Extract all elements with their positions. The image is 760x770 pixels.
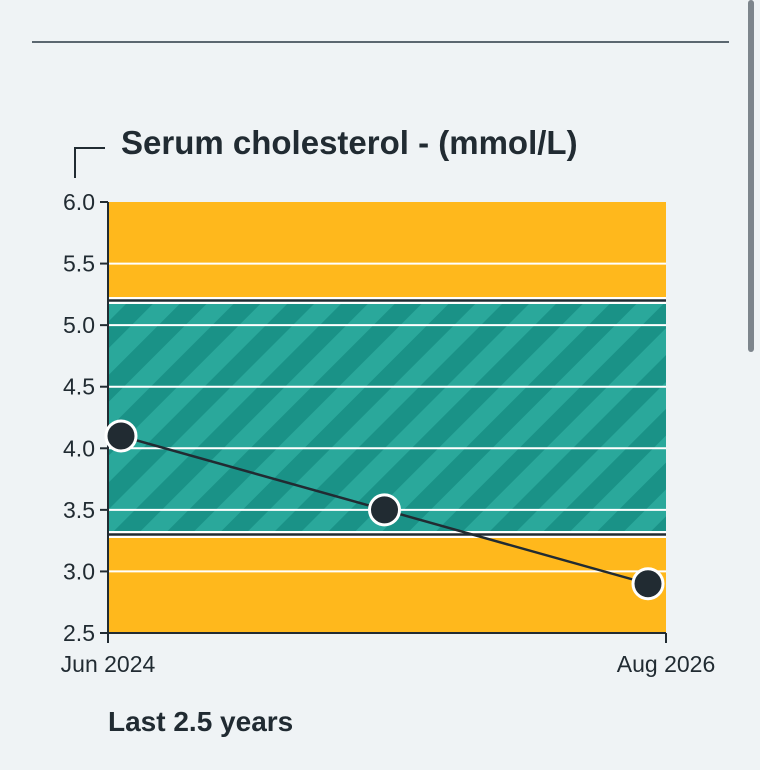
band-below-range [108,534,666,633]
data-point [631,567,665,601]
chart: 6.0 5.5 5.0 4.5 4.0 3.5 3.0 2.5 Jun 2024 Aug 2026 [61,147,715,677]
chart-title: Serum cholesterol - (mmol/L) [121,124,578,161]
y-tick-label: 3.0 [63,558,95,584]
data-point [368,493,401,527]
period-label: Last 2.5 years [108,706,294,737]
y-tick-label: 5.0 [63,312,95,338]
y-tick-label: 3.5 [63,497,95,523]
top-divider [32,41,729,43]
y-tick-label: 2.5 [63,620,95,646]
y-tick-label: 5.5 [63,251,95,277]
y-tick-label: 4.0 [63,435,95,461]
x-tick-label-start: Jun 2024 [61,651,156,677]
x-tick-label-end: Aug 2026 [617,651,715,677]
band-above-range [108,202,666,301]
y-tick-label: 6.0 [63,189,95,215]
data-point [104,419,138,453]
scrollbar[interactable] [748,0,754,352]
title-bracket [74,147,105,178]
y-tick-label: 4.5 [63,374,95,400]
